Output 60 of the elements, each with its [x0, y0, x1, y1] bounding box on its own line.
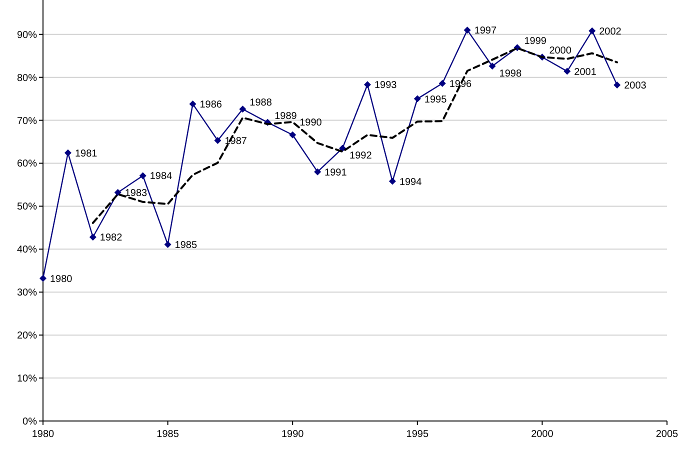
annotation: 1999	[524, 36, 547, 48]
annotation: 2003	[624, 80, 647, 92]
annotation: 2002	[599, 26, 622, 38]
annotation: 1993	[374, 80, 398, 92]
point	[464, 26, 471, 34]
point	[139, 172, 146, 180]
y-tick-label: 80%	[16, 72, 38, 84]
annotation: 2000	[549, 46, 572, 57]
point	[89, 234, 96, 241]
annotation: 1998	[499, 68, 522, 80]
annotation: 1986	[200, 99, 222, 110]
point	[614, 82, 621, 89]
point	[364, 81, 371, 88]
point	[189, 100, 196, 108]
x-tick-label: 1990	[281, 429, 304, 440]
point	[414, 95, 421, 102]
x-tick-label: 1985	[156, 429, 180, 440]
y-tick-label: 0%	[22, 416, 38, 428]
point	[314, 168, 322, 176]
point	[114, 188, 122, 196]
annotation: 1983	[124, 188, 148, 199]
y-tick-label: 30%	[16, 288, 38, 299]
point	[289, 131, 296, 138]
annotation: 1984	[150, 171, 173, 182]
point	[488, 62, 496, 70]
y-tick-label: 20%	[16, 330, 38, 342]
annotation: 1981	[74, 148, 98, 160]
point	[588, 27, 596, 34]
annotation: 1987	[224, 136, 248, 147]
annotation: 1992	[350, 150, 372, 162]
annotation: 1980	[50, 274, 73, 285]
y-tick-label: 90%	[16, 30, 38, 41]
point	[214, 136, 222, 144]
annotation: 1991	[324, 167, 348, 178]
annotation: 2001	[574, 66, 597, 78]
point	[564, 68, 571, 75]
point	[64, 149, 72, 156]
point	[164, 240, 172, 248]
y-tick-label: 70%	[16, 116, 38, 127]
point	[40, 274, 46, 282]
point	[388, 178, 396, 185]
y-tick-label: 10%	[16, 374, 38, 385]
y-tick-label: 60%	[16, 158, 38, 170]
annotation: 1982	[100, 232, 123, 244]
annotation: 1989	[274, 110, 298, 122]
x-tick-label: 2000	[531, 429, 554, 440]
annotation: 1995	[424, 94, 448, 106]
annotation: 1988	[250, 98, 272, 109]
x-tick-label: 1980	[32, 429, 55, 440]
x-tick-label: 2005	[656, 429, 679, 440]
point	[438, 80, 446, 87]
annotation: 1994	[399, 176, 422, 188]
annotation: 1985	[174, 240, 198, 251]
point	[339, 144, 346, 152]
x-tick-label: 1995	[406, 429, 429, 440]
y-tick-label: 50%	[16, 202, 38, 213]
annotation: 1997	[474, 26, 498, 37]
annotation: 1990	[300, 117, 322, 128]
point	[239, 106, 246, 113]
y-tick-label: 40%	[16, 244, 38, 256]
